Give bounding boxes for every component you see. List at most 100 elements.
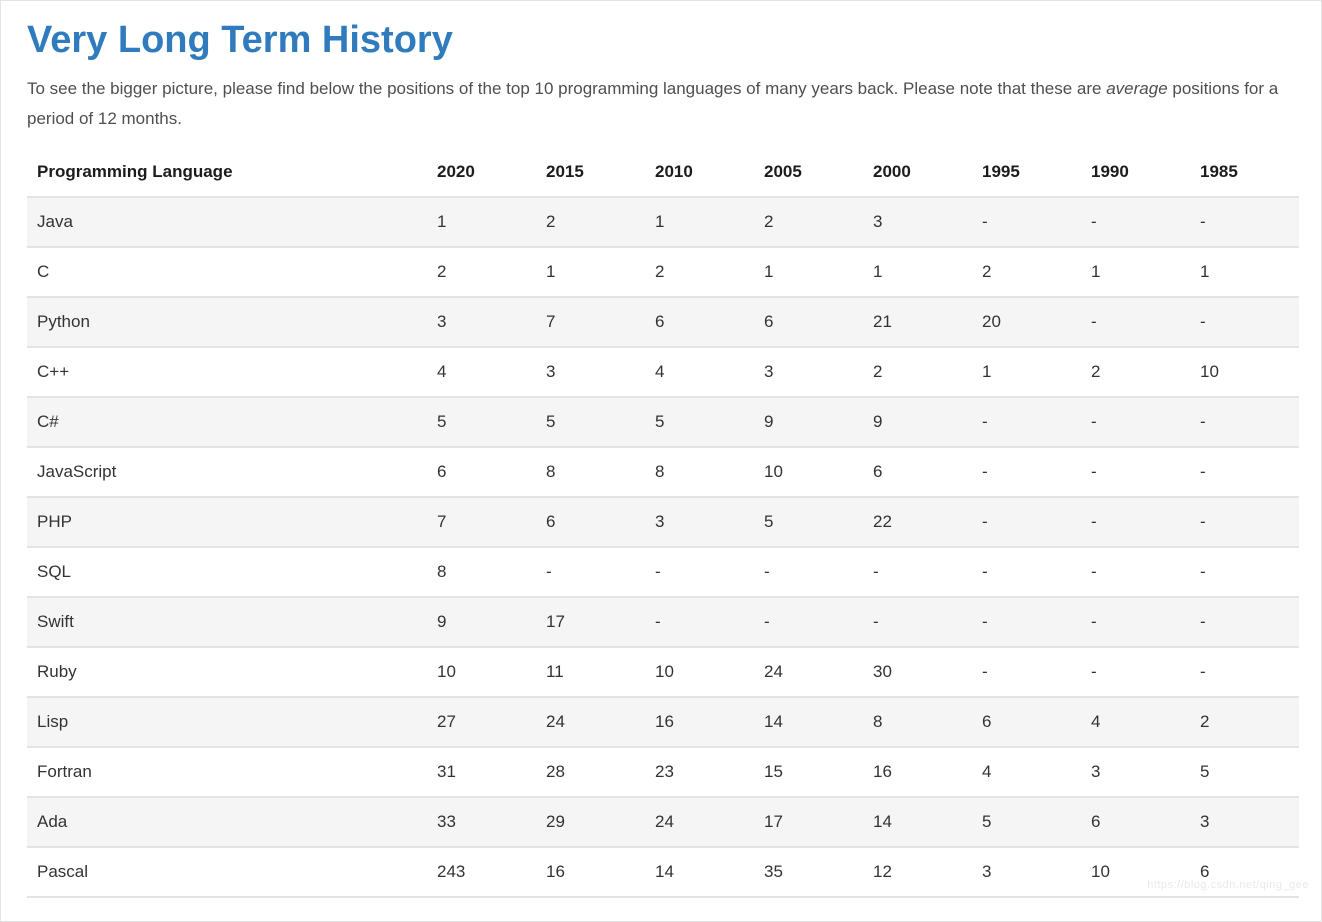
language-cell: JavaScript [37, 462, 117, 481]
watermark-text: https://blog.csdn.net/qing_gee [1147, 879, 1309, 891]
rank-cell: 17 [546, 612, 565, 631]
rank-cell: 27 [437, 712, 456, 731]
rank-cell: 5 [655, 412, 665, 431]
page-title: Very Long Term History [27, 19, 453, 61]
rank-cell: - [1200, 612, 1206, 631]
column-header-1995: 1995 [972, 148, 1081, 197]
table-row: Java 1 2 1 2 3 - - - [27, 197, 1299, 247]
rank-cell: - [1091, 512, 1097, 531]
rank-cell: 12 [873, 862, 892, 881]
rank-cell: - [1091, 662, 1097, 681]
rank-cell: 3 [982, 862, 992, 881]
rank-cell: 6 [655, 312, 665, 331]
rank-cell: 1 [655, 212, 665, 231]
rank-cell: 23 [655, 762, 674, 781]
rank-cell: 1 [437, 212, 447, 231]
rank-cell: 4 [655, 362, 665, 381]
rank-cell: 6 [546, 512, 556, 531]
rank-cell: - [1200, 212, 1206, 231]
rank-cell: - [546, 562, 552, 581]
language-cell: C [37, 262, 50, 281]
table-row: Ada 33 29 24 17 14 5 6 3 [27, 797, 1299, 847]
language-cell: C++ [37, 362, 70, 381]
rank-cell: 30 [873, 662, 892, 681]
rank-cell: 4 [982, 762, 992, 781]
main-content: Very Long Term History To see the bigger… [1, 1, 1321, 898]
rank-cell: 1 [982, 362, 992, 381]
rank-cell: 3 [546, 362, 556, 381]
rank-cell: 16 [546, 862, 565, 881]
column-header-2000: 2000 [863, 148, 972, 197]
rank-cell: 10 [1091, 862, 1110, 881]
intro-emphasis-average: average [1106, 79, 1168, 98]
rank-cell: 14 [764, 712, 783, 731]
rank-cell: 21 [873, 312, 892, 331]
rank-cell: - [982, 562, 988, 581]
column-header-language: Programming Language [27, 148, 427, 197]
column-header-2020: 2020 [427, 148, 536, 197]
rank-cell: 1 [546, 262, 556, 281]
rank-cell: 22 [873, 512, 892, 531]
rank-cell: 10 [655, 662, 674, 681]
table-row: Python 3 7 6 6 21 20 - - [27, 297, 1299, 347]
table-row: SQL 8 - - - - - - - [27, 547, 1299, 597]
rank-cell: 11 [546, 662, 564, 681]
rank-cell: 24 [655, 812, 674, 831]
rank-cell: 8 [873, 712, 883, 731]
rank-cell: - [1091, 212, 1097, 231]
language-cell: Ruby [37, 662, 77, 681]
rank-cell: 3 [655, 512, 665, 531]
rank-cell: 6 [1091, 812, 1101, 831]
rank-cell: 16 [873, 762, 892, 781]
rank-cell: - [1200, 412, 1206, 431]
rank-cell: 24 [546, 712, 565, 731]
rank-cell: 1 [873, 262, 883, 281]
table-row: C 2 1 2 1 1 2 1 1 [27, 247, 1299, 297]
rank-cell: 2 [982, 262, 992, 281]
intro-text-after: positions for a period of 12 months. [27, 79, 1279, 128]
rank-cell: 5 [982, 812, 992, 831]
rank-cell: - [982, 462, 988, 481]
table-row: PHP 7 6 3 5 22 - - - [27, 497, 1299, 547]
rank-cell: 29 [546, 812, 565, 831]
rank-cell: 2 [764, 212, 774, 231]
rank-cell: 31 [437, 762, 456, 781]
column-header-2005: 2005 [754, 148, 863, 197]
rank-cell: - [764, 612, 770, 631]
rank-cell: 14 [873, 812, 892, 831]
rank-cell: 4 [1091, 712, 1101, 731]
rank-cell: 20 [982, 312, 1001, 331]
rank-cell: 6 [764, 312, 774, 331]
rank-cell: - [982, 662, 988, 681]
rank-cell: 24 [764, 662, 783, 681]
rank-cell: 5 [1200, 762, 1210, 781]
rank-cell: 16 [655, 712, 674, 731]
language-cell: Swift [37, 612, 74, 631]
rank-cell: - [1200, 512, 1206, 531]
rank-cell: - [1200, 312, 1206, 331]
rank-cell: - [1091, 562, 1097, 581]
rank-cell: 8 [546, 462, 556, 481]
rank-cell: - [982, 212, 988, 231]
rank-cell: - [982, 612, 988, 631]
rank-cell: 2 [873, 362, 883, 381]
column-header-2015: 2015 [536, 148, 645, 197]
language-cell: Lisp [37, 712, 69, 731]
rank-cell: 9 [437, 612, 447, 631]
rank-cell: - [873, 562, 879, 581]
table-row: C# 5 5 5 9 9 - - - [27, 397, 1299, 447]
rank-cell: - [1091, 612, 1097, 631]
ranking-table: Programming Language 2020 2015 2010 2005… [27, 148, 1299, 898]
rank-cell: 6 [982, 712, 992, 731]
rank-cell: 28 [546, 762, 565, 781]
table-row: Pascal 243 16 14 35 12 3 10 6 [27, 847, 1299, 897]
intro-text-before: To see the bigger picture, please find b… [27, 79, 1107, 98]
rank-cell: 6 [437, 462, 447, 481]
table-row: Swift 9 17 - - - - - - [27, 597, 1299, 647]
rank-cell: - [655, 562, 661, 581]
language-cell: Java [37, 212, 73, 231]
rank-cell: 2 [437, 262, 447, 281]
rank-cell: - [982, 412, 988, 431]
language-cell: Python [37, 312, 90, 331]
rank-cell: 7 [437, 512, 447, 531]
